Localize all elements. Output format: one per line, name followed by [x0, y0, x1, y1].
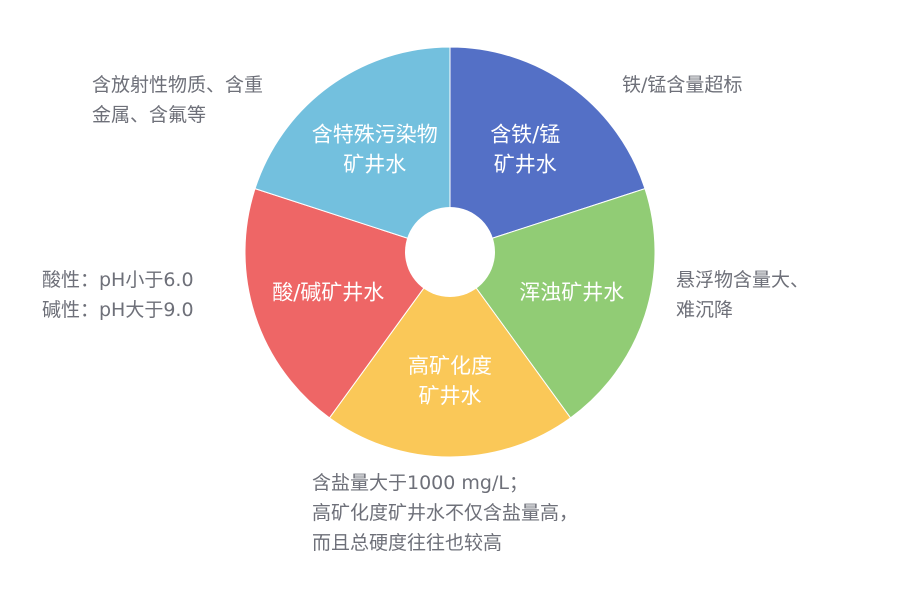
note-acid-alkali: 酸性：pH小于6.0 碱性：pH大于9.0 — [42, 269, 194, 321]
segment-acid-alkali — [244, 188, 451, 419]
note-turbid: 悬浮物含量大、 难沉降 — [676, 269, 810, 321]
note-special-pollutants: 含放射性物质、含重 金属、含氟等 — [92, 74, 264, 126]
segment-turbid — [449, 188, 656, 419]
segment-label-iron-manganese: 含铁/锰矿井水 — [490, 122, 560, 176]
segment-label-special-pollutants: 含特殊污染物矿井水 — [312, 122, 438, 176]
segment-special-pollutants — [254, 46, 451, 253]
segment-iron-manganese — [449, 46, 646, 253]
segment-label-acid-alkali: 酸/碱矿井水 — [272, 281, 384, 305]
segment-label-high-mineralization: 高矿化度矿井水 — [408, 354, 492, 408]
donut-hole — [405, 207, 495, 297]
note-iron-manganese: 铁/锰含量超标 — [622, 74, 743, 96]
segment-label-turbid: 浑浊矿井水 — [519, 281, 624, 305]
segment-high-mineralization — [328, 251, 572, 458]
note-high-mineralization: 含盐量大于1000 mg/L； 高矿化度矿井水不仅含盐量高， 而且总硬度往往也较… — [312, 472, 579, 554]
